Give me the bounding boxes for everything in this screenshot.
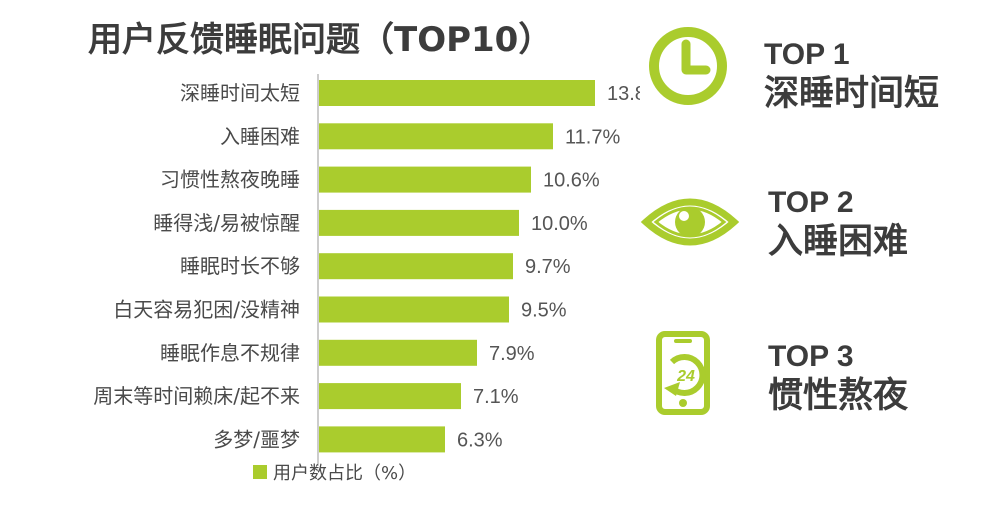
category-label-0: 深睡时间太短 xyxy=(180,81,300,105)
value-label-6: 7.9% xyxy=(489,343,535,365)
bar-2 xyxy=(319,166,531,193)
legend-label: 用户数占比（%） xyxy=(273,463,417,484)
value-label-0: 13.8% xyxy=(607,83,640,105)
bar-1 xyxy=(319,123,553,150)
bar-0 xyxy=(319,80,595,106)
bar-6 xyxy=(319,339,477,366)
bar-7 xyxy=(319,383,461,410)
category-label-5: 白天容易犯困/没精神 xyxy=(113,298,300,322)
top-1-block: TOP 1 深睡时间短 xyxy=(764,38,939,116)
phone-24-icon: 24 xyxy=(656,331,710,415)
bar-4 xyxy=(319,253,513,280)
value-label-7: 7.1% xyxy=(473,386,519,408)
top-1-label: 深睡时间短 xyxy=(764,74,940,114)
top-3-label: 惯性熬夜 xyxy=(768,376,909,416)
value-label-8: 6.3% xyxy=(457,429,503,451)
category-labels: 深睡时间太短入睡困难习惯性熬夜晚睡睡得浅/易被惊醒睡眠时长不够白天容易犯困/没精… xyxy=(93,81,300,451)
top-2-label: 入睡困难 xyxy=(768,222,909,262)
category-label-8: 多梦/噩梦 xyxy=(213,427,300,451)
bar-3 xyxy=(319,209,519,236)
category-label-1: 入睡困难 xyxy=(220,124,300,148)
category-label-3: 睡得浅/易被惊醒 xyxy=(153,211,300,235)
bars-group xyxy=(319,80,595,453)
value-label-5: 9.5% xyxy=(521,300,567,322)
category-label-6: 睡眠作息不规律 xyxy=(160,341,300,365)
value-labels: 13.8% 11.7% 10.6% 10.0% 9.7% 9.5% 7.9% 7.1% 6.3% xyxy=(457,83,640,451)
legend-swatch xyxy=(253,465,267,479)
value-label-3: 10.0% xyxy=(531,213,588,235)
bar-8 xyxy=(319,426,445,453)
chart-title: 用户反馈睡眠问题（TOP10） xyxy=(88,20,553,60)
bar-5 xyxy=(319,296,509,323)
svg-text:24: 24 xyxy=(676,368,695,385)
legend: 用户数占比（%） xyxy=(253,459,416,485)
category-label-7: 周末等时间赖床/起不来 xyxy=(93,384,300,408)
clock-icon xyxy=(649,27,727,105)
top-3-block: TOP 3 惯性熬夜 xyxy=(768,340,908,418)
value-label-1: 11.7% xyxy=(565,126,620,148)
top-3-rank: TOP 3 xyxy=(768,340,854,373)
value-label-4: 9.7% xyxy=(525,256,571,278)
category-label-2: 习惯性熬夜晚睡 xyxy=(160,168,300,192)
eye-icon xyxy=(640,198,740,246)
top-2-block: TOP 2 入睡困难 xyxy=(768,186,908,264)
value-label-2: 10.6% xyxy=(543,170,600,192)
top-1-rank: TOP 1 xyxy=(764,38,850,71)
category-label-4: 睡眠时长不够 xyxy=(180,254,300,278)
top-2-rank: TOP 2 xyxy=(768,186,854,219)
bar-chart: 深睡时间太短入睡困难习惯性熬夜晚睡睡得浅/易被惊醒睡眠时长不够白天容易犯困/没精… xyxy=(93,74,640,466)
